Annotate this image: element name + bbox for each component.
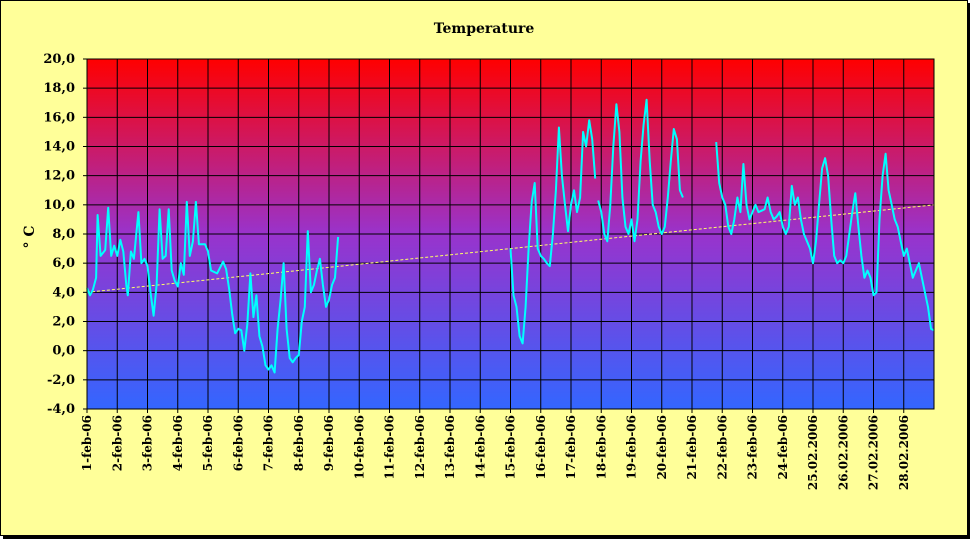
x-tick-label: 17-feb-06: [564, 415, 578, 480]
temperature-series-line: [597, 98, 684, 243]
x-tick-label: 6-feb-06: [231, 415, 245, 471]
x-tick-label: 2-feb-06: [110, 415, 124, 471]
y-tick-label: 4,0: [52, 285, 75, 300]
x-tick-label: 15-feb-06: [504, 415, 518, 480]
y-tick-label: 20,0: [43, 52, 75, 67]
x-tick-label: 27.02.2006: [867, 415, 881, 490]
x-tick-label: 18-feb-06: [594, 415, 608, 480]
x-tick-label: 21-feb-06: [685, 415, 699, 480]
chart-title: Temperature: [433, 21, 535, 37]
x-tick-label: 10-feb-06: [352, 415, 366, 480]
temperature-series-line: [509, 119, 597, 345]
x-tick-label: 23-feb-06: [746, 415, 760, 480]
x-tick-label: 25.02.2006: [806, 415, 820, 490]
x-tick-label: 16-feb-06: [534, 415, 548, 480]
y-tick-label: 8,0: [52, 227, 75, 242]
y-axis-label: ° C: [22, 225, 38, 248]
y-tick-label: 16,0: [43, 110, 75, 125]
y-tick-label: 2,0: [52, 315, 75, 330]
x-tick-label: 22-feb-06: [715, 415, 729, 480]
x-tick-label: 28.02.2006: [897, 415, 911, 490]
x-tick-label: 9-feb-06: [322, 415, 336, 471]
temperature-series-line: [86, 200, 340, 374]
x-tick-label: 3-feb-06: [141, 415, 155, 471]
y-tick-label: -4,0: [47, 402, 75, 417]
x-tick-label: 20-feb-06: [655, 415, 669, 480]
x-tick-label: 11-feb-06: [383, 415, 397, 480]
x-tick-label: 7-feb-06: [262, 415, 276, 471]
y-tick-label: 10,0: [43, 198, 75, 213]
y-tick-label: 14,0: [43, 140, 75, 155]
x-axis-ticks: 1-feb-06 2-feb-06 3-feb-06 4-feb-06 5-feb-06…: [80, 409, 911, 490]
y-tick-label: 12,0: [43, 169, 75, 184]
x-tick-label: 24-feb-06: [776, 415, 790, 480]
x-tick-label: 8-feb-06: [292, 415, 306, 471]
y-axis-ticks: -4,0 -2,0 0,0 2,0 4,0 6,0 8,0 10,0 12,0 14,0 16,0 1…: [43, 52, 87, 417]
y-tick-label: 18,0: [43, 81, 75, 96]
y-tick-label: 6,0: [52, 256, 75, 271]
x-tick-label: 13-feb-06: [443, 415, 457, 480]
y-tick-label: -2,0: [47, 373, 75, 388]
x-tick-label: 4-feb-06: [171, 415, 185, 471]
x-tick-label: 19-feb-06: [625, 415, 639, 480]
x-tick-label: 5-feb-06: [201, 415, 215, 471]
x-tick-label: 12-feb-06: [413, 415, 427, 480]
x-tick-label: 1-feb-06: [80, 415, 94, 471]
temperature-series-line: [715, 142, 935, 332]
y-tick-label: 0,0: [52, 344, 75, 359]
x-tick-label: 26.02.2006: [836, 415, 850, 490]
x-tick-label: 14-feb-06: [473, 415, 487, 480]
series-layer: [86, 98, 935, 374]
